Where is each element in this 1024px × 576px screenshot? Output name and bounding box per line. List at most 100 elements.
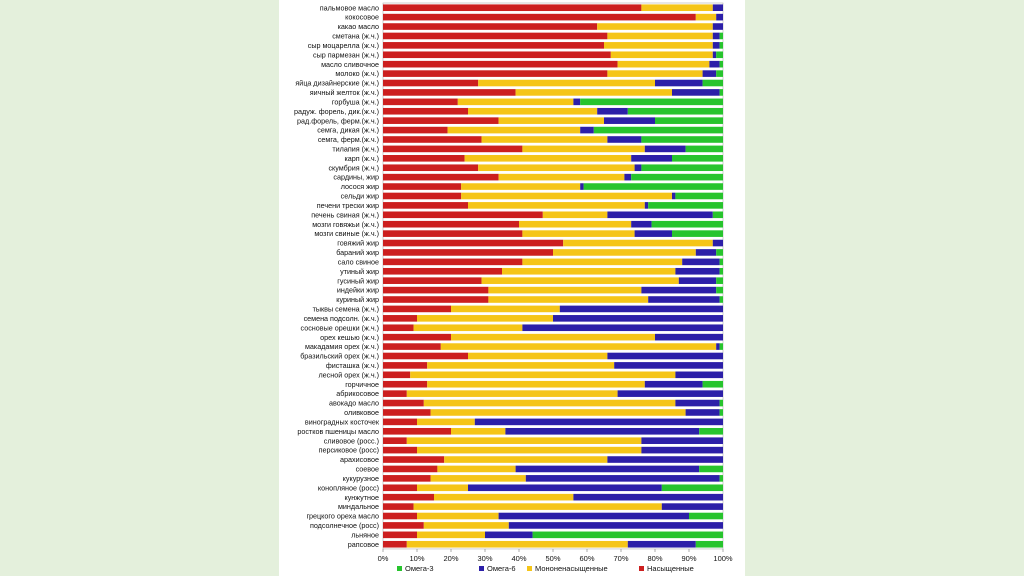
bar-segment — [410, 371, 676, 379]
bar-segment — [719, 399, 723, 407]
bar-segment — [383, 305, 451, 313]
bar-segment — [716, 249, 723, 256]
bar-segment — [607, 352, 723, 360]
category-label: мозги говяжьи (ж.ч.) — [312, 220, 379, 229]
category-label: ростков пшеницы масло — [297, 427, 379, 436]
bar-segment — [597, 23, 713, 30]
bar-segment — [672, 192, 676, 200]
x-tick-label: 40% — [511, 554, 526, 563]
bar-segment — [383, 107, 468, 115]
legend-label: Омега-6 — [487, 564, 516, 573]
category-label: виноградных косточек — [305, 417, 380, 426]
bar-segment — [383, 23, 598, 30]
bar-segment — [383, 249, 553, 256]
category-label: индейки жир — [337, 286, 379, 295]
bar-segment — [624, 173, 632, 181]
category-label: печени трески жир — [317, 201, 379, 210]
bar-segment — [481, 277, 679, 284]
bar-segment — [383, 503, 414, 510]
bar-segment — [383, 32, 608, 40]
bar-segment — [644, 380, 703, 388]
bar-segment — [383, 79, 479, 87]
bar-segment — [607, 70, 703, 77]
bar-segment — [719, 60, 723, 68]
bar-segment — [685, 145, 723, 153]
bar-segment — [383, 277, 482, 284]
bar-segment — [580, 126, 594, 134]
bar-segment — [440, 343, 717, 350]
bar-segment — [383, 70, 608, 77]
category-label: соевое — [356, 465, 379, 474]
category-label: молоко (ж.ч.) — [335, 69, 379, 78]
category-label: конопляное (росс) — [318, 483, 379, 492]
bar-segment — [675, 399, 720, 407]
category-label: семена подсолн. (ж.ч.) — [304, 314, 379, 323]
bar-segment — [655, 117, 723, 124]
bar-segment — [644, 202, 649, 209]
category-label: куриный жир — [336, 295, 379, 304]
bar-segment — [461, 183, 581, 190]
category-label: тилапия (ж.ч.) — [332, 145, 379, 154]
x-tick-label: 10% — [409, 554, 424, 563]
bar-segment — [383, 89, 516, 96]
bar-segment — [451, 427, 506, 435]
category-label: сыр пармезан (ж.ч.) — [313, 50, 379, 59]
category-label: тыквы семена (ж.ч.) — [313, 305, 379, 314]
x-tick-label: 100% — [713, 554, 733, 563]
bar-segment — [685, 409, 720, 416]
legend-swatch — [397, 566, 402, 571]
bar-segment — [709, 60, 720, 68]
category-label: яичный желток (ж.ч.) — [310, 88, 379, 97]
chart-card: пальмовое масло кокосовое какао масло смета… — [279, 0, 745, 576]
bar-segment — [719, 475, 723, 482]
legend-label: Омега-3 — [405, 564, 434, 573]
bar-segment — [383, 60, 618, 68]
bar-segment — [699, 427, 723, 435]
bar-segment — [474, 418, 723, 426]
bar-segment — [631, 155, 672, 162]
bar-segment — [417, 512, 499, 520]
bar-segment — [641, 164, 723, 172]
bar-segment — [522, 145, 645, 153]
bar-segment — [617, 60, 710, 68]
bar-segment — [661, 484, 723, 492]
category-label: мозги свиные (ж.ч.) — [314, 229, 379, 238]
bar-segment — [383, 446, 417, 454]
bar-segment — [641, 286, 717, 294]
bar-segment — [383, 512, 417, 520]
category-label: кукурузное — [343, 474, 379, 483]
bar-segment — [627, 540, 696, 548]
bar-segment — [651, 220, 723, 228]
bar-segment — [383, 117, 499, 124]
x-tick-label: 80% — [647, 554, 662, 563]
category-label: грецкого ореха масло — [306, 512, 379, 521]
bar-segment — [383, 465, 438, 473]
bar-segment — [485, 531, 533, 539]
bar-segment — [712, 42, 720, 49]
bar-segment — [383, 239, 564, 247]
x-tick-label: 0% — [378, 554, 389, 563]
bar-segment — [610, 51, 713, 59]
bar-segment — [631, 173, 723, 181]
bar-segment — [383, 484, 417, 492]
bar-segment — [712, 239, 723, 247]
bar-segment — [383, 362, 428, 369]
bar-segment — [672, 230, 723, 237]
category-label: оливковое — [344, 408, 379, 417]
bar-segment — [481, 136, 608, 143]
bar-segment — [515, 465, 700, 473]
category-label: кокосовое — [345, 13, 379, 22]
category-label: сардины, жир — [333, 173, 379, 182]
bar-segment — [641, 4, 713, 12]
bar-segment — [383, 173, 499, 181]
bar-segment — [604, 42, 713, 49]
bar-segment — [383, 390, 407, 397]
category-label: горчичное — [345, 380, 379, 389]
bar-segment — [464, 155, 632, 162]
bar-segment — [716, 70, 723, 77]
bar-segment — [522, 324, 723, 332]
x-tick-label: 70% — [613, 554, 628, 563]
category-label: лесной орех (ж.ч.) — [318, 370, 379, 379]
bar-segment — [383, 183, 462, 190]
x-tick-label: 90% — [681, 554, 696, 563]
